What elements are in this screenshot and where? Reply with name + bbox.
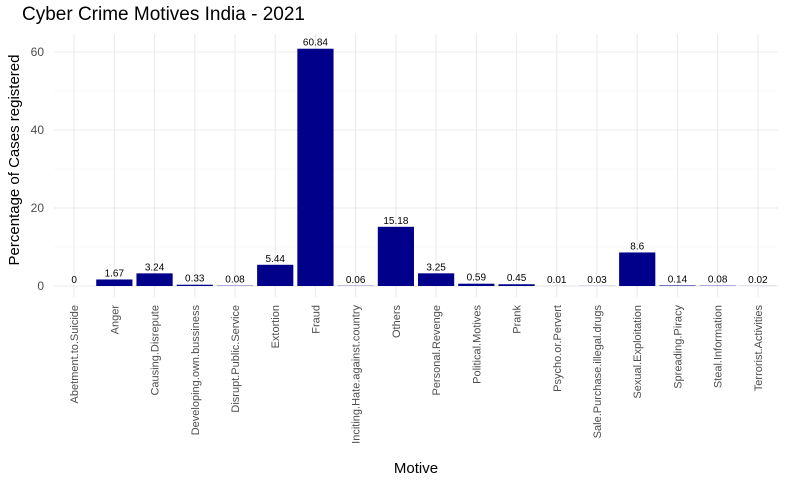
x-tick-label: Extortion <box>270 305 282 348</box>
x-tick-label: Developing.own.bussiness <box>190 305 202 436</box>
data-label: 60.84 <box>303 38 328 49</box>
data-label: 0.03 <box>587 275 607 286</box>
data-label: 15.18 <box>383 216 408 227</box>
data-label: 0.08 <box>708 275 728 286</box>
x-tick-label: Sale.Purchase.illegal.drugs <box>592 305 604 439</box>
bar <box>619 252 656 286</box>
bar <box>498 284 535 286</box>
x-tick-label: Spreading.Piracy <box>672 305 684 389</box>
data-label: 0.14 <box>668 274 688 285</box>
chart-title: Cyber Crime Motives India - 2021 <box>22 4 305 25</box>
bar <box>297 48 334 286</box>
data-label: 0.45 <box>507 273 527 284</box>
data-label: 0 <box>71 275 77 286</box>
data-label: 5.44 <box>265 254 285 265</box>
y-axis-title: Percentage of Cases registered <box>6 55 23 266</box>
data-label: 8.6 <box>630 241 644 252</box>
y-tick-label: 20 <box>31 201 45 215</box>
data-label: 3.24 <box>145 262 165 273</box>
x-tick-label: Anger <box>109 305 121 335</box>
bar <box>458 283 495 286</box>
bar <box>377 226 414 286</box>
x-tick-label: Steal.Information <box>713 305 725 388</box>
x-tick-label: Abetment.to.Suicide <box>69 305 81 403</box>
x-tick-label: Causing.Disrepute <box>150 305 162 396</box>
bar <box>136 273 173 286</box>
y-tick-label: 0 <box>37 279 44 293</box>
x-tick-label: Sexual.Exploitation <box>632 305 644 399</box>
data-label: 0.06 <box>346 275 366 286</box>
data-label: 1.67 <box>105 268 125 279</box>
data-label: 3.25 <box>426 262 446 273</box>
y-tick-label: 40 <box>31 123 45 137</box>
y-tick-label: 60 <box>31 45 45 59</box>
x-tick-label: Psycho.or.Pervert <box>552 305 564 392</box>
x-tick-label: Fraud <box>310 305 322 334</box>
bar <box>257 264 294 286</box>
bar <box>659 285 696 286</box>
x-tick-label: Terrorist.Activities <box>753 305 765 392</box>
data-label: 0.59 <box>467 273 487 284</box>
x-tick-label: Others <box>391 305 403 339</box>
bar <box>96 279 133 286</box>
data-label: 0.02 <box>748 275 768 286</box>
data-label: 0.08 <box>225 275 245 286</box>
x-tick-label: Inciting.Hate.against.country <box>351 305 363 444</box>
bar <box>176 284 213 286</box>
data-label: 0.01 <box>547 275 567 286</box>
data-label: 0.33 <box>185 274 205 285</box>
bar <box>418 273 455 286</box>
x-tick-label: Prank <box>512 305 524 334</box>
x-axis-title: Motive <box>394 460 438 477</box>
x-tick-label: Personal.Revenge <box>431 305 443 396</box>
x-tick-label: Political.Motives <box>471 305 483 384</box>
x-tick-label: Disrupt.Public.Service <box>230 305 242 413</box>
plot-area <box>54 34 778 297</box>
